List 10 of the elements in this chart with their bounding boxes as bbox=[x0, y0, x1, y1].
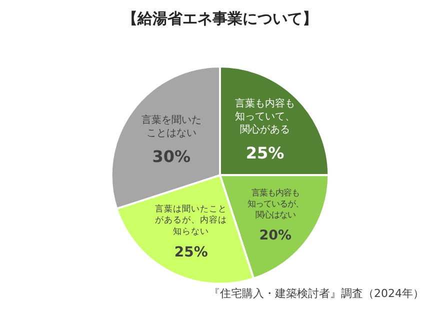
slice-label: 言葉は聞いたことがあるが、内容は知らない bbox=[155, 203, 228, 238]
slice-label: 言葉も内容も知っているが、関心はない bbox=[247, 188, 304, 220]
chart-title: 【給湯省エネ事業について】 bbox=[122, 10, 318, 28]
data-label: 20% bbox=[259, 227, 292, 244]
slice-label: 言葉も内容も知っていて、関心がある bbox=[235, 98, 296, 136]
data-label: 30% bbox=[152, 146, 191, 166]
slice-label: 言葉を聞いたことはない bbox=[141, 114, 202, 139]
data-label: 25% bbox=[246, 144, 284, 163]
text: 『住宅購入・建築検討者』調査（2024年） bbox=[209, 287, 424, 300]
data-label: 25% bbox=[174, 244, 208, 261]
